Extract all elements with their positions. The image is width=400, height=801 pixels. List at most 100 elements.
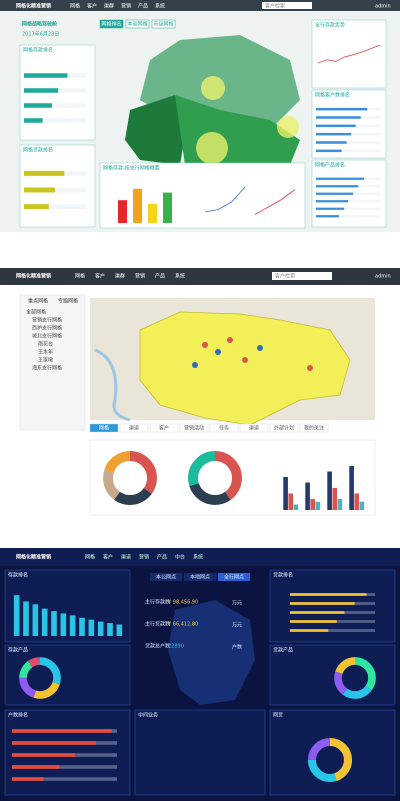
donut-segment <box>188 451 242 505</box>
tab[interactable] <box>299 423 329 433</box>
tab-label[interactable]: 外部计划 <box>274 425 294 432</box>
tree-item[interactable]: 全部网格 <box>26 309 46 316</box>
tab-label[interactable]: 网格排名 <box>101 21 121 28</box>
tree-item[interactable]: 王木年 <box>38 349 53 356</box>
bar <box>163 192 172 223</box>
tab-label[interactable]: 任务 <box>219 425 229 432</box>
marker[interactable] <box>257 345 263 351</box>
bar <box>12 765 60 769</box>
bar <box>32 604 39 636</box>
search-box[interactable] <box>262 2 312 9</box>
nav-item[interactable]: 中台 <box>175 554 185 561</box>
nav-item[interactable]: 渠群 <box>115 273 125 280</box>
panel-title: 网格产品排名 <box>315 162 345 169</box>
bar <box>316 207 345 210</box>
tree-item[interactable]: 王家墩 <box>38 357 53 364</box>
nav-item[interactable]: 渠道 <box>121 554 131 561</box>
tab[interactable] <box>150 573 182 581</box>
nav-item[interactable]: 网格 <box>70 3 80 10</box>
tree-item[interactable]: 海东支行网格 <box>32 365 62 372</box>
bar <box>316 107 368 111</box>
marker[interactable] <box>242 357 248 363</box>
bar <box>316 149 342 153</box>
map <box>125 35 300 165</box>
bar <box>316 116 361 119</box>
nav-item[interactable]: 网格 <box>75 273 85 280</box>
search-box[interactable] <box>272 272 332 280</box>
tab[interactable] <box>239 423 269 433</box>
menu-tab[interactable]: 重点网格 <box>28 298 48 305</box>
tab[interactable] <box>151 19 176 29</box>
panel-title: 贷款产品 <box>273 647 293 654</box>
tab[interactable] <box>99 19 124 29</box>
tab[interactable] <box>89 423 119 433</box>
nav-item[interactable]: 产品 <box>138 3 148 10</box>
bar-track <box>316 141 380 144</box>
tab[interactable] <box>179 423 209 433</box>
tab[interactable] <box>269 423 299 433</box>
nav-item[interactable]: 营销 <box>121 3 131 10</box>
search[interactable]: 客户检索 <box>265 3 285 10</box>
tab[interactable] <box>125 19 150 29</box>
tab-label[interactable]: 本省网格 <box>127 21 147 28</box>
nav-item[interactable]: 客户 <box>103 554 113 561</box>
bar <box>116 624 123 636</box>
donut-segment <box>19 657 61 699</box>
tab-label[interactable]: 本公网点 <box>156 574 176 581</box>
nav-item[interactable]: 产品 <box>157 554 167 561</box>
tab-label[interactable]: 渠道 <box>249 425 259 432</box>
nav-item[interactable]: 客户 <box>95 273 105 280</box>
menu-tab[interactable]: 专题网格 <box>58 298 78 305</box>
panel <box>19 144 96 228</box>
tab-label[interactable]: 本地网点 <box>190 574 210 581</box>
nav-item[interactable]: 渠群 <box>104 3 114 10</box>
marker[interactable] <box>192 362 198 368</box>
nav-item[interactable]: 系统 <box>193 554 203 561</box>
tab[interactable] <box>218 573 250 581</box>
tree-item[interactable]: 营销支行网格 <box>32 317 62 324</box>
bar <box>12 777 44 781</box>
nav-item[interactable]: 营销 <box>135 273 145 280</box>
tab[interactable] <box>119 423 149 433</box>
tab-label[interactable]: 营销活动 <box>184 425 204 432</box>
bar <box>359 501 365 510</box>
panel-title: 存款产品 <box>8 647 28 654</box>
marker[interactable] <box>202 342 208 348</box>
tree-item[interactable]: 雨花台 <box>38 341 53 348</box>
user[interactable]: admin <box>375 274 391 280</box>
tab-label[interactable]: 客户 <box>159 425 169 432</box>
bar <box>332 488 338 510</box>
bar <box>316 192 354 195</box>
tab-label[interactable]: 网格 <box>99 425 109 432</box>
nav-item[interactable]: 营销 <box>139 554 149 561</box>
tree-item[interactable]: 西护支行网格 <box>32 325 62 332</box>
panel <box>134 709 266 796</box>
bar <box>310 499 316 510</box>
nav-item[interactable]: 产品 <box>155 273 165 280</box>
nav-item[interactable]: 系统 <box>155 3 165 10</box>
donut-segment <box>103 451 157 505</box>
nav-item[interactable]: 系统 <box>175 273 185 280</box>
tab[interactable] <box>149 423 179 433</box>
tab-label[interactable]: 市级网格 <box>153 21 173 28</box>
tab-label[interactable]: 渠道 <box>129 425 139 432</box>
bar-track <box>24 204 86 210</box>
bar <box>12 753 75 757</box>
marker[interactable] <box>215 349 221 355</box>
nav-item[interactable]: 客户 <box>87 3 97 10</box>
tree-item[interactable]: 城北支行网格 <box>32 333 62 340</box>
marker[interactable] <box>227 337 233 343</box>
panel-title: 网格贷款排名 <box>23 147 53 154</box>
bar <box>288 493 294 510</box>
tab-label[interactable]: 我的关注 <box>304 425 324 432</box>
search[interactable]: 客户检索 <box>275 273 295 280</box>
nav-item[interactable]: 网格 <box>85 554 95 561</box>
header <box>0 548 400 566</box>
user[interactable]: admin <box>375 4 391 10</box>
kpi-value: 22890 <box>168 644 184 650</box>
tab-label[interactable]: 全行网点 <box>224 574 244 581</box>
marker[interactable] <box>307 365 313 371</box>
tab[interactable] <box>209 423 239 433</box>
tab[interactable] <box>184 573 216 581</box>
map <box>168 600 255 705</box>
